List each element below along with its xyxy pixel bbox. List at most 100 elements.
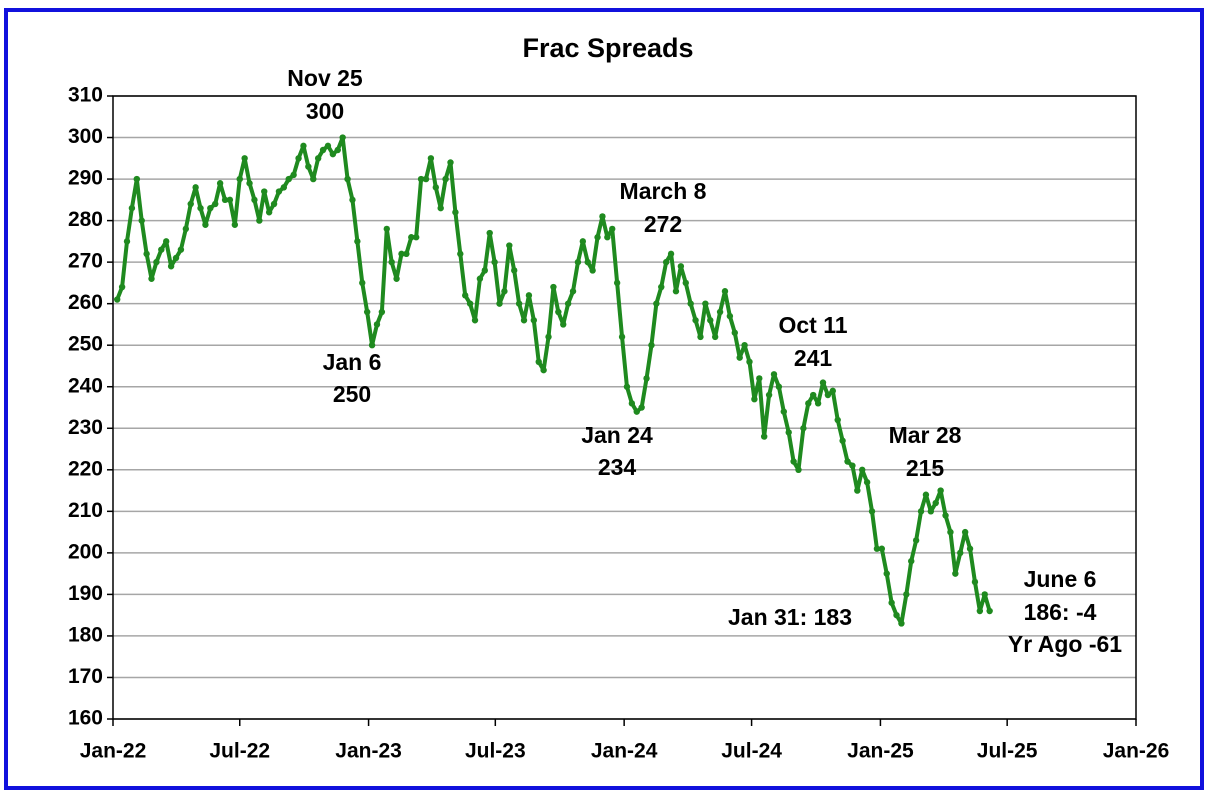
data-point [241, 155, 248, 162]
data-point [770, 371, 778, 378]
data-point [285, 175, 292, 183]
y-tick-label: 300 [68, 125, 103, 148]
annotation: 186: -4 [1024, 599, 1097, 625]
data-point [932, 499, 939, 507]
data-point [609, 225, 616, 233]
data-point [368, 342, 376, 349]
x-tick-label: Jul-25 [977, 740, 1038, 763]
data-point [525, 292, 533, 299]
data-point [231, 221, 239, 228]
y-tick-label: 190 [68, 582, 103, 605]
data-point [138, 217, 145, 224]
data-point [893, 611, 900, 619]
y-tick-label: 200 [68, 540, 103, 563]
y-tick-label: 260 [68, 291, 103, 314]
data-point [692, 317, 699, 324]
data-point [373, 321, 381, 328]
y-tick-label: 160 [68, 707, 103, 730]
data-point [452, 209, 459, 216]
annotation: Mar 28 [889, 422, 962, 448]
data-point [927, 508, 935, 515]
data-point [878, 545, 886, 552]
data-point [447, 159, 454, 166]
data-point [942, 512, 949, 519]
data-point [128, 204, 136, 212]
annotation: 215 [906, 455, 945, 481]
x-tick-label: Jul-23 [465, 740, 526, 763]
data-point [912, 537, 920, 544]
data-point [628, 400, 636, 407]
data-point [643, 375, 650, 382]
data-point [457, 250, 464, 258]
x-tick-label: Jan-22 [80, 740, 147, 763]
y-tick-label: 310 [68, 84, 103, 107]
data-point [613, 279, 621, 287]
data-point [398, 250, 405, 258]
data-point [535, 358, 542, 366]
data-point [442, 175, 449, 183]
data-point [314, 155, 322, 162]
data-point [540, 366, 547, 374]
data-point [589, 267, 596, 274]
data-point [638, 404, 645, 411]
annotation: June 6 [1024, 566, 1097, 592]
data-point [496, 300, 503, 307]
data-point [844, 458, 851, 465]
data-point [491, 258, 498, 266]
data-point [344, 175, 351, 183]
data-point [707, 317, 714, 324]
data-point [329, 150, 337, 158]
annotation: 250 [333, 381, 371, 407]
data-point [192, 184, 199, 191]
data-point [202, 221, 209, 228]
data-point [981, 591, 988, 598]
data-point [859, 466, 866, 473]
data-point [148, 275, 155, 282]
data-point [182, 225, 190, 233]
data-point [359, 279, 366, 287]
data-point [667, 250, 675, 258]
annotation: 272 [644, 211, 682, 237]
data-point [466, 300, 474, 307]
data-point [780, 408, 787, 415]
data-point [961, 528, 969, 536]
y-tick-label: 210 [68, 499, 103, 522]
y-tick-label: 220 [68, 457, 103, 480]
data-point [839, 437, 846, 444]
data-point [177, 246, 185, 253]
data-point [305, 163, 312, 170]
data-point [922, 491, 930, 498]
data-point [824, 391, 832, 399]
data-point [711, 333, 719, 341]
data-point [123, 238, 131, 245]
data-point [310, 175, 317, 183]
x-tick-label: Jan-26 [1103, 740, 1170, 763]
data-point [908, 557, 915, 565]
annotation: Jan 31: 183 [728, 604, 852, 630]
data-point [378, 308, 386, 316]
data-point [383, 225, 390, 233]
data-point [501, 288, 508, 295]
data-point [187, 200, 194, 208]
x-tick-label: Jan-25 [847, 740, 914, 763]
data-point [197, 204, 204, 212]
data-point [898, 620, 905, 627]
annotation: March 8 [620, 178, 707, 204]
data-point [295, 155, 302, 162]
data-point [765, 391, 773, 399]
data-point [966, 545, 974, 552]
data-point [432, 184, 439, 191]
data-point [158, 246, 165, 253]
data-point [226, 196, 234, 204]
y-tick-label: 290 [68, 167, 103, 190]
data-point [829, 387, 837, 395]
data-point [530, 317, 538, 324]
annotation: Oct 11 [778, 312, 847, 338]
data-point [471, 317, 479, 324]
data-point [834, 416, 841, 424]
annotation: 234 [598, 454, 637, 480]
data-point [947, 528, 954, 536]
data-point [795, 466, 802, 473]
data-point [560, 321, 567, 328]
